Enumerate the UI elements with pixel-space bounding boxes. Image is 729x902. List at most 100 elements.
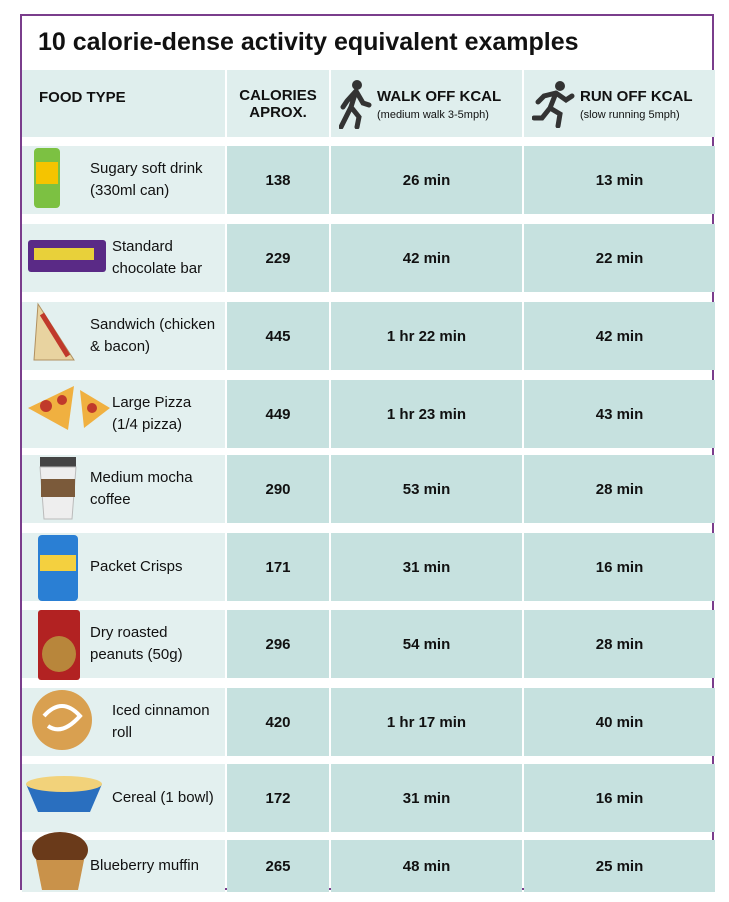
- header-cell: WALK OFF KCAL (medium walk 3-5mph): [331, 70, 522, 137]
- header-cell: FOOD TYPE: [22, 70, 225, 137]
- cell-text: Dry roasted peanuts (50g): [90, 624, 183, 663]
- cell-text: Medium mocha coffee: [90, 469, 193, 508]
- value-cell: 54 min: [331, 610, 522, 678]
- cell-text: 31 min: [402, 558, 451, 576]
- value-cell: 138: [227, 146, 329, 214]
- food-icon: [32, 690, 92, 750]
- cell-text: 172: [265, 789, 291, 807]
- food-cell: Standard chocolate bar: [22, 224, 225, 292]
- cell-text: RUN OFF KCAL: [580, 88, 693, 105]
- cell-text: 16 min: [595, 558, 644, 576]
- cell-text: 420: [265, 713, 291, 731]
- cell-text: 42 min: [402, 249, 451, 267]
- food-icon: [32, 832, 88, 890]
- value-cell: 22 min: [524, 224, 715, 292]
- value-cell: 26 min: [331, 146, 522, 214]
- cell-text: 48 min: [402, 857, 451, 875]
- value-cell: 1 hr 17 min: [331, 688, 522, 756]
- value-cell: 290: [227, 455, 329, 523]
- food-cell: Cereal (1 bowl): [22, 764, 225, 832]
- run-icon: [532, 80, 575, 128]
- food-cell: Sandwich (chicken & bacon): [22, 302, 225, 370]
- cell-text: 445: [265, 327, 291, 345]
- value-cell: 40 min: [524, 688, 715, 756]
- food-icon: [39, 457, 77, 520]
- cell-text: 171: [265, 558, 291, 576]
- value-cell: 449: [227, 380, 329, 448]
- cell-text: Blueberry muffin: [90, 857, 199, 874]
- value-cell: 296: [227, 610, 329, 678]
- food-cell: Dry roasted peanuts (50g): [22, 610, 225, 680]
- value-cell: 25 min: [524, 840, 715, 892]
- value-cell: 31 min: [331, 764, 522, 832]
- value-cell: 16 min: [524, 764, 715, 832]
- value-cell: 265: [227, 840, 329, 892]
- header-cell: CALORIES APROX.: [227, 70, 329, 137]
- cell-text: 31 min: [402, 789, 451, 807]
- cell-text: Large Pizza (1/4 pizza): [112, 394, 192, 433]
- cell-text: 16 min: [595, 789, 644, 807]
- cell-text: 1 hr 22 min: [386, 327, 467, 345]
- value-cell: 1 hr 23 min: [331, 380, 522, 448]
- header-text: CALORIES APROX.: [238, 87, 318, 121]
- cell-text: 53 min: [402, 480, 451, 498]
- cell-text: 1 hr 23 min: [386, 405, 467, 423]
- cell-text: CALORIES APROX.: [239, 86, 317, 121]
- cell-text: 28 min: [595, 635, 644, 653]
- food-icon: [28, 386, 110, 430]
- cell-text: 296: [265, 635, 291, 653]
- cell-text: 13 min: [595, 171, 644, 189]
- value-cell: 171: [227, 533, 329, 601]
- cell-text: Sandwich (chicken & bacon): [90, 316, 216, 355]
- cell-text: 25 min: [595, 857, 644, 875]
- food-cell: Iced cinnamon roll: [22, 688, 225, 756]
- food-icon: [26, 776, 102, 812]
- cell-text: 40 min: [595, 713, 644, 731]
- value-cell: 31 min: [331, 533, 522, 601]
- value-cell: 42 min: [331, 224, 522, 292]
- cell-text: Iced cinnamon roll: [112, 702, 210, 741]
- cell-text: 28 min: [595, 480, 644, 498]
- value-cell: 48 min: [331, 840, 522, 892]
- value-cell: 1 hr 22 min: [331, 302, 522, 370]
- food-cell: Sugary soft drink (330ml can): [22, 146, 225, 214]
- header-cell: RUN OFF KCAL (slow running 5mph): [524, 70, 715, 137]
- food-cell: Large Pizza (1/4 pizza): [22, 380, 225, 448]
- food-cell: Blueberry muffin: [22, 832, 225, 892]
- value-cell: 420: [227, 688, 329, 756]
- food-icon: [38, 535, 78, 601]
- value-cell: 13 min: [524, 146, 715, 214]
- cell-text: 26 min: [402, 171, 451, 189]
- value-cell: 42 min: [524, 302, 715, 370]
- cell-text: Packet Crisps: [90, 558, 183, 575]
- header-text: RUN OFF KCAL (slow running 5mph): [580, 88, 693, 121]
- value-cell: 28 min: [524, 610, 715, 678]
- value-cell: 229: [227, 224, 329, 292]
- food-cell: Medium mocha coffee: [22, 455, 225, 523]
- cell-text: 449: [265, 405, 291, 423]
- value-cell: 445: [227, 302, 329, 370]
- cell-text: 1 hr 17 min: [386, 713, 467, 731]
- value-cell: 16 min: [524, 533, 715, 601]
- food-cell: Packet Crisps: [22, 533, 225, 601]
- header-text: WALK OFF KCAL (medium walk 3-5mph): [377, 88, 501, 121]
- header-text: FOOD TYPE: [39, 89, 126, 106]
- cell-text: 42 min: [595, 327, 644, 345]
- title: 10 calorie-dense activity equivalent exa…: [38, 28, 579, 56]
- food-icon: [34, 148, 60, 208]
- cell-text: 138: [265, 171, 291, 189]
- cell-text: 43 min: [595, 405, 644, 423]
- walk-icon: [339, 79, 372, 129]
- value-cell: 53 min: [331, 455, 522, 523]
- value-cell: 172: [227, 764, 329, 832]
- food-icon: [38, 610, 80, 680]
- cell-text: WALK OFF KCAL: [377, 88, 502, 105]
- cell-text: 290: [265, 480, 291, 498]
- cell-text: FOOD TYPE: [39, 89, 126, 106]
- value-cell: 28 min: [524, 455, 715, 523]
- value-cell: 43 min: [524, 380, 715, 448]
- cell-text: 265: [265, 857, 291, 875]
- header-note: (medium walk 3-5mph): [377, 109, 489, 121]
- food-icon: [28, 240, 106, 272]
